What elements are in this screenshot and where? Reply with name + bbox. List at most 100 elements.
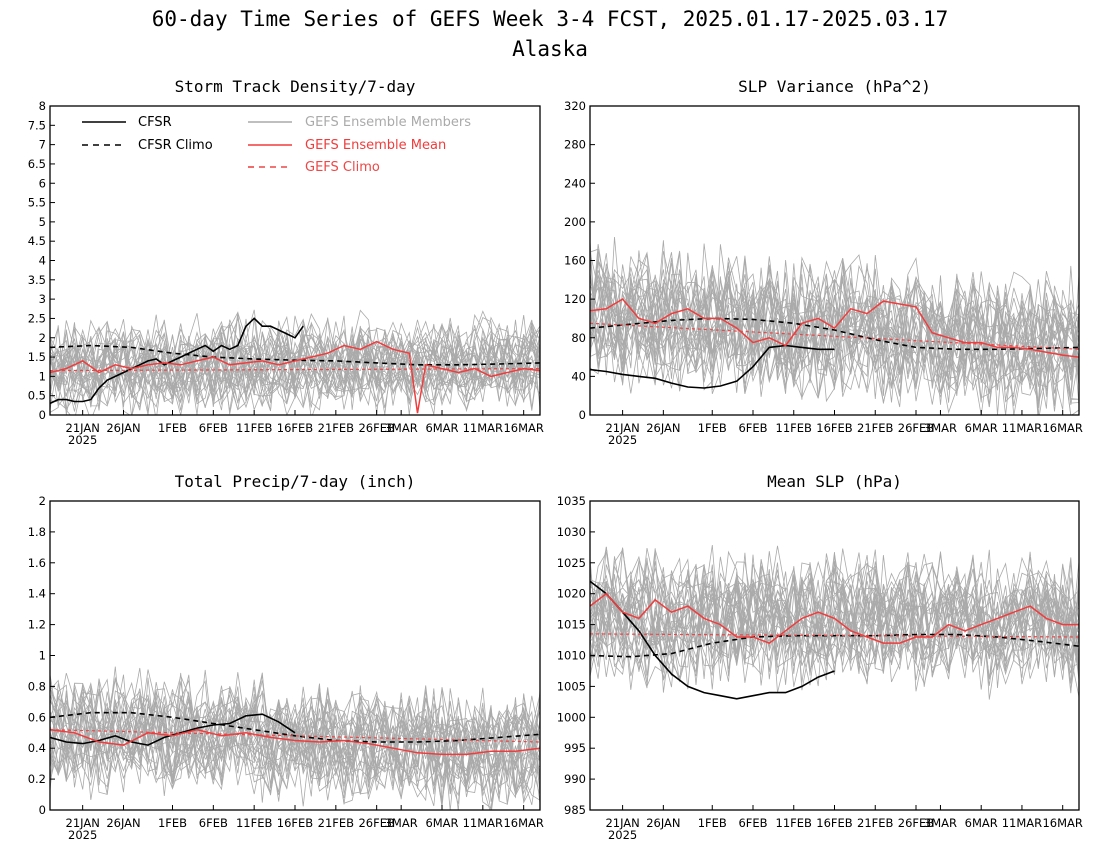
- ensemble-member-line: [590, 563, 1079, 685]
- ensemble-member-line: [590, 547, 1079, 683]
- legend-label-gefs-mean: GEFS Ensemble Mean: [305, 138, 446, 153]
- ensemble-member-line: [590, 556, 1079, 666]
- y-tick-label: 1035: [557, 494, 586, 508]
- ensemble-member-line: [590, 240, 1079, 412]
- y-tick-label: 0: [39, 803, 46, 817]
- series-line-gefs-climo: [50, 729, 540, 743]
- x-tick-label: 21FEB: [318, 421, 355, 435]
- x-tick-label: 1FEB: [158, 421, 187, 435]
- x-tick-label: 11FEB: [236, 421, 273, 435]
- series-line-gefs-ensemble-mean: [590, 592, 1079, 644]
- ensemble-member-line: [50, 686, 540, 790]
- x-tick-label: 21JAN: [66, 816, 100, 830]
- ensemble-member-line: [590, 561, 1079, 679]
- y-tick-label: 160: [564, 254, 586, 268]
- y-tick-label: 0.5: [28, 389, 46, 403]
- y-tick-label: 0.6: [28, 710, 46, 724]
- figure-subtitle: Alaska: [512, 37, 588, 61]
- ensemble-member-line: [590, 256, 1079, 392]
- y-tick-label: 1.8: [28, 525, 46, 539]
- y-tick-label: 1005: [557, 679, 586, 693]
- x-tick-label: 26FEB: [898, 816, 935, 830]
- x-tick-label: 21FEB: [318, 816, 355, 830]
- legend-label-cfsr-climo: CFSR Climo: [138, 138, 213, 153]
- x-tick-label: 21JAN: [605, 816, 639, 830]
- y-tick-label: 990: [564, 772, 586, 786]
- ensemble-member-line: [590, 269, 1079, 399]
- ensemble-member-line: [50, 319, 540, 415]
- y-tick-label: 6: [39, 176, 46, 190]
- ensemble-member-line: [590, 254, 1079, 415]
- y-tick-label: 995: [564, 741, 586, 755]
- x-tick-label: 16MAR: [1042, 421, 1082, 435]
- ensemble-member-line: [50, 317, 540, 413]
- ensemble-member-line: [590, 261, 1079, 403]
- y-tick-label: 1: [39, 369, 46, 383]
- legend-label-gefs-climo: GEFS Climo: [305, 160, 380, 175]
- series-line-cfsr: [50, 317, 304, 405]
- chart-panel-1: Storm Track Density/7-day 0 0.5 1 1.5 2 2.5 3 3.…: [28, 77, 544, 447]
- ensemble-member-line: [50, 313, 540, 411]
- y-tick-label: 80: [571, 331, 586, 345]
- ensemble-member-line: [590, 549, 1079, 689]
- plot-frame: [589, 105, 1080, 416]
- y-tick-label: 0: [579, 408, 586, 422]
- ensemble-member-line: [50, 685, 540, 810]
- ensemble-member-line: [590, 263, 1079, 415]
- series-line-cfsr: [590, 344, 835, 389]
- panel-title: Total Precip/7-day (inch): [175, 472, 416, 491]
- y-tick-label: 1000: [557, 710, 586, 724]
- x-tick-label: 1FEB: [158, 816, 187, 830]
- ensemble-member-line: [590, 549, 1079, 693]
- x-tick-label: 16MAR: [503, 816, 543, 830]
- x-tick-label: 16MAR: [1042, 816, 1082, 830]
- series-line-cfsr-climo: [590, 317, 1079, 351]
- y-tick-label: 1.5: [28, 350, 46, 364]
- y-tick-label: 320: [564, 99, 586, 113]
- ensemble-member-line: [50, 326, 540, 411]
- x-tick-label: 21JAN: [66, 421, 100, 435]
- x-tick-label: 1FEB: [698, 816, 727, 830]
- ensemble-member-line: [50, 674, 540, 804]
- ensemble-member-line: [590, 271, 1079, 403]
- y-tick-label: 0: [39, 408, 46, 422]
- plot-area: [50, 309, 540, 415]
- x-tick-label: 6FEB: [738, 421, 767, 435]
- ensemble-member-line: [50, 681, 540, 795]
- series-line-gefs-ensemble-mean: [50, 340, 540, 414]
- ensemble-member-line: [590, 555, 1079, 694]
- ensemble-member-line: [50, 677, 540, 802]
- series-line-gefs-ensemble-mean: [590, 298, 1079, 358]
- x-tick-label: 16MAR: [503, 421, 543, 435]
- x-tick-label: 3MAR: [385, 421, 418, 435]
- chart-panel-4: Mean SLP (hPa) 985 990 995 1000 1005 1010 1015 1…: [557, 472, 1083, 842]
- x-tick-label: 6FEB: [199, 816, 228, 830]
- x-tick-label: 6MAR: [425, 421, 458, 435]
- legend-label-cfsr: CFSR: [138, 115, 172, 130]
- chart-panel-2: SLP Variance (hPa^2) 0 40 80 120 160 200 240 280…: [564, 77, 1083, 447]
- y-tick-label: 4: [39, 254, 46, 268]
- series-line-gefs-climo: [50, 368, 540, 372]
- series-line-gefs-climo: [590, 322, 1079, 350]
- ensemble-member-line: [590, 565, 1079, 690]
- x-tick-label: 21JAN: [605, 421, 639, 435]
- plot-area: [50, 666, 540, 810]
- y-tick-label: 985: [564, 803, 586, 817]
- x-tick-label: 11MAR: [1002, 816, 1042, 830]
- y-tick-label: 1030: [557, 525, 586, 539]
- series-line-gefs-ensemble-mean: [50, 728, 540, 756]
- y-tick-label: 6.5: [28, 157, 46, 171]
- y-tick-label: 200: [564, 215, 586, 229]
- y-tick-label: 1: [39, 649, 46, 663]
- ensemble-member-line: [50, 317, 540, 415]
- y-tick-label: 1025: [557, 556, 586, 570]
- y-tick-label: 2: [39, 331, 46, 345]
- x-tick-label: 6MAR: [965, 421, 998, 435]
- ensemble-member-line: [50, 313, 540, 415]
- x-tick-label: 3MAR: [924, 421, 957, 435]
- x-tick-label: 11FEB: [776, 816, 813, 830]
- y-tick-label: 8: [39, 99, 46, 113]
- y-tick-label: 120: [564, 292, 586, 306]
- ensemble-member-line: [590, 251, 1079, 407]
